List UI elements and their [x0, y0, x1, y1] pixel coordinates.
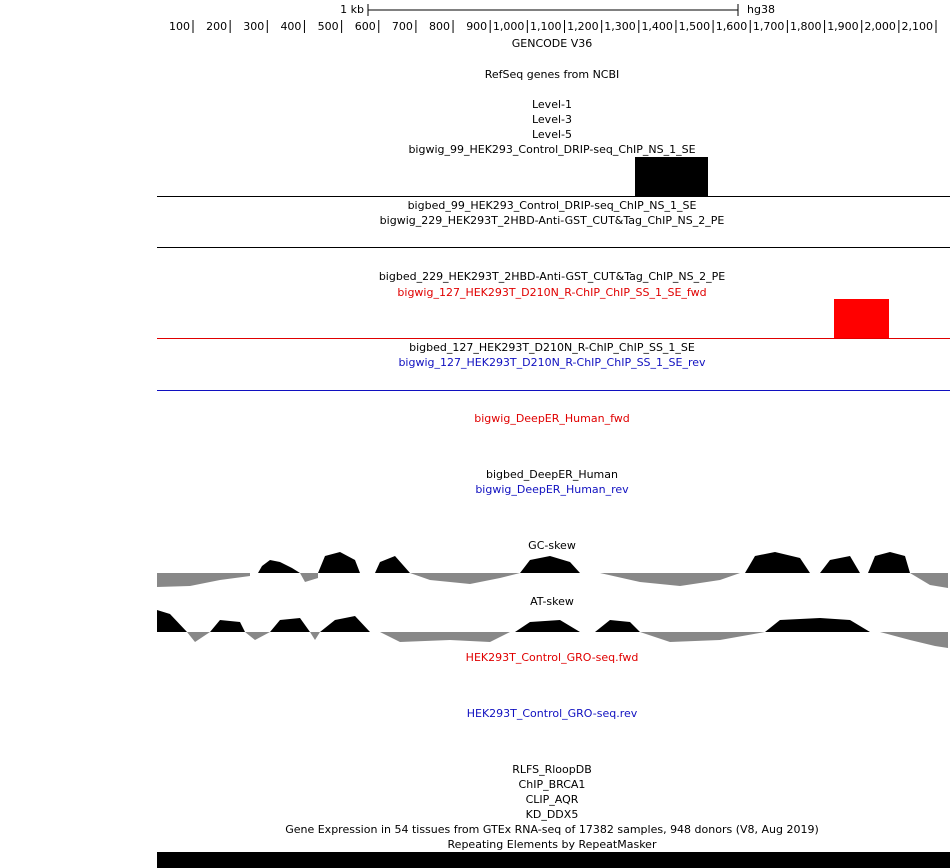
track-label: bigwig_127_HEK293T_D210N_R-ChIP_ChIP_SS_… [398, 356, 706, 369]
ruler-tick-label: 500 [318, 20, 339, 33]
ruler-tick-label: 700 [392, 20, 413, 33]
track-label: bigwig_DeepER_Human_fwd [474, 412, 629, 425]
track-label: HEK293T_Control_GRO-seq.fwd [466, 651, 639, 664]
track-label: bigbed_99_HEK293_Control_DRIP-seq_ChIP_N… [408, 199, 697, 212]
track-label: bigbed_127_HEK293T_D210N_R-ChIP_ChIP_SS_… [409, 341, 695, 354]
track-label: KD_DDX5 [526, 808, 579, 821]
track-label: GENCODE V36 [512, 37, 592, 50]
track-labels: GENCODE V36 RefSeq genes from NCBI Level-1… [285, 37, 819, 851]
track-label: HEK293T_Control_GRO-seq.rev [467, 707, 638, 720]
track-label: Level-5 [532, 128, 572, 141]
ruler-tick-label: 1,100 [530, 20, 562, 33]
assembly-label: hg38 [747, 3, 775, 16]
ruler-tick-label: 1,000 [493, 20, 525, 33]
track-label: bigbed_229_HEK293T_2HBD-Anti-GST_CUT&Tag… [379, 270, 725, 283]
ruler-tick-label: 100 [169, 20, 190, 33]
scale-label: 1 kb [340, 3, 364, 16]
track-label: bigwig_229_HEK293T_2HBD-Anti-GST_CUT&Tag… [380, 214, 725, 227]
track-label: bigwig_127_HEK293T_D210N_R-ChIP_ChIP_SS_… [397, 286, 706, 299]
track-label: RLFS_RloopDB [512, 763, 592, 776]
ruler-tick-label: 800 [429, 20, 450, 33]
track-label: bigwig_99_HEK293_Control_DRIP-seq_ChIP_N… [408, 143, 695, 156]
track-label: bigbed_DeepER_Human [486, 468, 618, 481]
at-skew-wiggle [157, 610, 948, 648]
track-label: RefSeq genes from NCBI [485, 68, 620, 81]
track-label: CLIP_AQR [526, 793, 579, 806]
ruler-tick-label: 1,800 [790, 20, 822, 33]
ruler-tick-label: 2,000 [864, 20, 896, 33]
track-label: Level-3 [532, 113, 572, 126]
ruler-tick-label: 200 [206, 20, 227, 33]
gc-skew-wiggle [157, 552, 948, 588]
ruler-tick-label: 1,700 [753, 20, 785, 33]
track-label: Repeating Elements by RepeatMasker [448, 838, 657, 851]
ruler-tick-label: 1,400 [641, 20, 673, 33]
ruler: 100 200 300 400 500 600 700 800 900 1,000 1,100 1,2… [169, 20, 937, 33]
ruler-tick-label: 400 [280, 20, 301, 33]
repeat-masker-bar [157, 852, 950, 868]
track-label: GC-skew [528, 539, 576, 552]
track-label: Level-1 [532, 98, 572, 111]
signal-block [635, 157, 708, 196]
ruler-tick-label: 1,900 [827, 20, 859, 33]
track-label: ChIP_BRCA1 [519, 778, 586, 791]
ruler-tick-label: 600 [355, 20, 376, 33]
ruler-tick-label: 900 [466, 20, 487, 33]
track-label: bigwig_DeepER_Human_rev [475, 483, 629, 496]
track-label: Gene Expression in 54 tissues from GTEx … [285, 823, 819, 836]
track-label: AT-skew [530, 595, 574, 608]
ruler-tick-label: 300 [243, 20, 264, 33]
ruler-tick-label: 1,500 [679, 20, 711, 33]
ruler-tick-label: 2,100 [902, 20, 934, 33]
ruler-tick-label: 1,300 [604, 20, 636, 33]
ruler-tick-label: 1,200 [567, 20, 599, 33]
signal-block [834, 299, 889, 338]
ruler-tick-label: 1,600 [716, 20, 748, 33]
